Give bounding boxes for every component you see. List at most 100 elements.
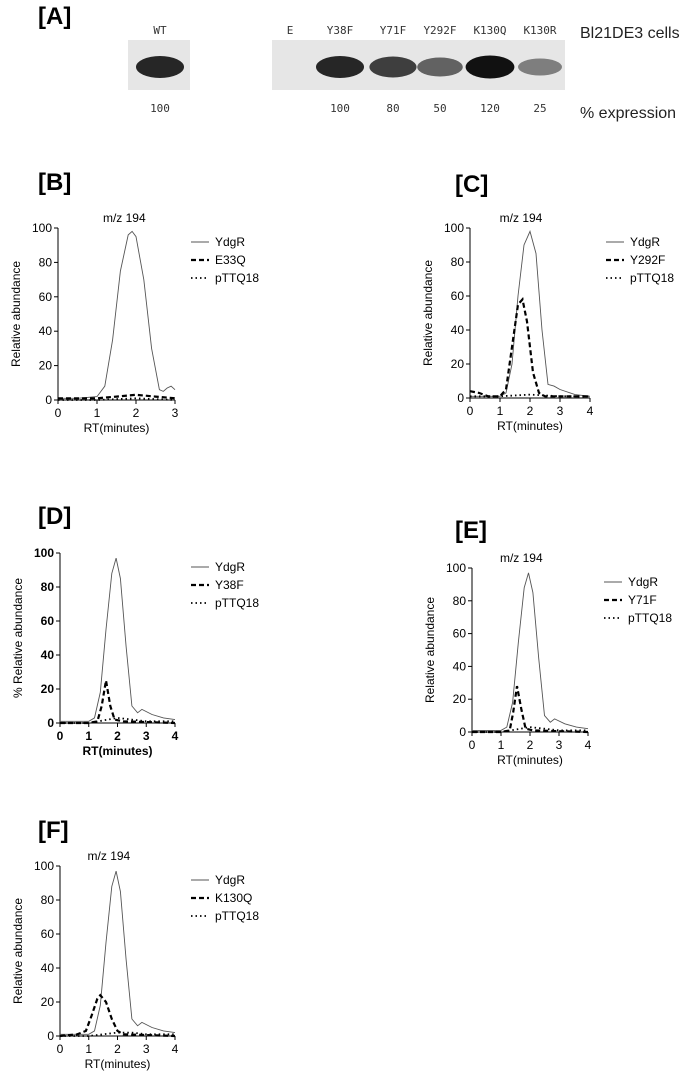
y-axis-label: % Relative abundance	[11, 578, 25, 698]
chart: [F] m/z 194 0 20 40 60 80 100 0 1 2 3 4 RT(minutes) Re…	[11, 817, 259, 1071]
x-tick-label: 1	[497, 404, 504, 418]
panel-label: [F]	[38, 817, 69, 844]
band	[369, 56, 417, 78]
y-tick-label: 60	[451, 289, 465, 303]
series-line	[470, 393, 590, 398]
y-axis-label: Relative abundance	[9, 261, 23, 367]
lane-label: E	[287, 24, 294, 37]
annotation: m/z 194	[88, 849, 131, 863]
chart: [E] m/z 194 0 20 40 60 80 100 0 1 2 3 4 RT(minutes) Re…	[423, 517, 672, 767]
chart: [C] m/z 194 0 20 40 60 80 100 0 1 2 3 4 RT(minutes) Re…	[421, 171, 674, 433]
y-tick-label: 0	[457, 391, 464, 405]
y-tick-label: 100	[34, 546, 54, 560]
series-line	[60, 1031, 175, 1037]
y-tick-label: 60	[41, 927, 55, 941]
series-line	[58, 393, 176, 400]
expression-value: 100	[330, 102, 350, 115]
legend-label: pTTQ18	[215, 909, 259, 923]
expression-value: 100	[150, 102, 170, 115]
legend-label: K130Q	[215, 891, 252, 905]
band	[518, 58, 562, 76]
x-tick-label: 0	[469, 738, 476, 752]
x-tick-label: 1	[498, 738, 505, 752]
x-axis-label: RT(minutes)	[497, 753, 563, 767]
legend-label: YdgR	[215, 235, 245, 249]
x-tick-label: 0	[467, 404, 474, 418]
y-tick-label: 100	[446, 561, 466, 575]
x-axis-label: RT(minutes)	[83, 744, 153, 758]
y-tick-label: 80	[453, 594, 467, 608]
y-axis-label: Relative abundance	[421, 260, 435, 366]
x-tick-label: 2	[114, 1042, 121, 1056]
annotation: m/z 194	[500, 211, 543, 225]
annotation: m/z 194	[500, 551, 543, 565]
legend-label: pTTQ18	[630, 271, 674, 285]
legend-label: pTTQ18	[215, 271, 259, 285]
y-tick-label: 20	[453, 692, 467, 706]
legend-label: pTTQ18	[628, 611, 672, 625]
y-tick-label: 0	[45, 393, 52, 407]
expression-value: 120	[480, 102, 500, 115]
y-tick-label: 80	[41, 893, 55, 907]
y-tick-label: 60	[41, 614, 55, 628]
series-line	[60, 557, 176, 722]
band	[316, 56, 364, 78]
band	[417, 57, 463, 77]
x-tick-label: 4	[172, 1042, 179, 1056]
x-axis-label: RT(minutes)	[497, 419, 563, 433]
legend-label: Y38F	[215, 578, 244, 592]
y-tick-label: 0	[47, 716, 54, 730]
panel-label: [B]	[38, 169, 71, 196]
x-tick-label: 1	[85, 729, 92, 743]
x-tick-label: 0	[57, 729, 64, 743]
lane-label: Y71F	[380, 24, 407, 37]
y-tick-label: 40	[39, 324, 53, 338]
chart: [B] m/z 194 0 20 40 60 80 100 0 1 2 3 RT(minutes) Rel…	[9, 169, 259, 435]
y-tick-label: 100	[34, 859, 54, 873]
legend-label: YdgR	[215, 560, 245, 574]
band	[136, 56, 184, 78]
y-tick-label: 20	[41, 682, 55, 696]
x-tick-label: 1	[85, 1042, 92, 1056]
y-tick-label: 20	[451, 357, 465, 371]
x-tick-label: 3	[172, 406, 179, 420]
x-tick-label: 3	[143, 729, 150, 743]
series-line	[60, 870, 176, 1035]
x-tick-label: 1	[94, 406, 101, 420]
legend-label: E33Q	[215, 253, 246, 267]
y-tick-label: 0	[459, 725, 466, 739]
lane-label: Y38F	[327, 24, 354, 37]
legend-label: YdgR	[630, 235, 660, 249]
panel-label: [A]	[38, 3, 71, 30]
x-tick-label: 2	[527, 404, 534, 418]
series-line	[58, 397, 176, 401]
x-tick-label: 2	[527, 738, 534, 752]
legend-label: YdgR	[215, 873, 245, 887]
y-tick-label: 40	[41, 961, 55, 975]
x-tick-label: 3	[557, 404, 564, 418]
chart: [D] 0 20 40 60 80 100 0 1 2 3 4 RT(minutes) % Relativ…	[11, 503, 259, 758]
x-tick-label: 0	[57, 1042, 64, 1056]
y-tick-label: 60	[453, 627, 467, 641]
y-axis-label: Relative abundance	[423, 597, 437, 703]
x-tick-label: 4	[172, 729, 179, 743]
series-line	[472, 685, 589, 734]
lane-label: K130Q	[473, 24, 506, 37]
y-tick-label: 0	[47, 1029, 54, 1043]
y-tick-label: 100	[32, 221, 52, 235]
expression-value: 25	[533, 102, 546, 115]
y-tick-label: 40	[451, 323, 465, 337]
y-tick-label: 40	[41, 648, 55, 662]
lane-label: K130R	[523, 24, 556, 37]
annotation: m/z 194	[103, 211, 146, 225]
x-tick-label: 2	[133, 406, 140, 420]
expression-value: 80	[386, 102, 399, 115]
panel-label: [E]	[455, 517, 487, 544]
series-line	[58, 230, 176, 399]
band	[465, 55, 515, 79]
y-tick-label: 60	[39, 290, 53, 304]
legend-label: pTTQ18	[215, 596, 259, 610]
row-label: Bl21DE3 cells	[580, 25, 680, 42]
